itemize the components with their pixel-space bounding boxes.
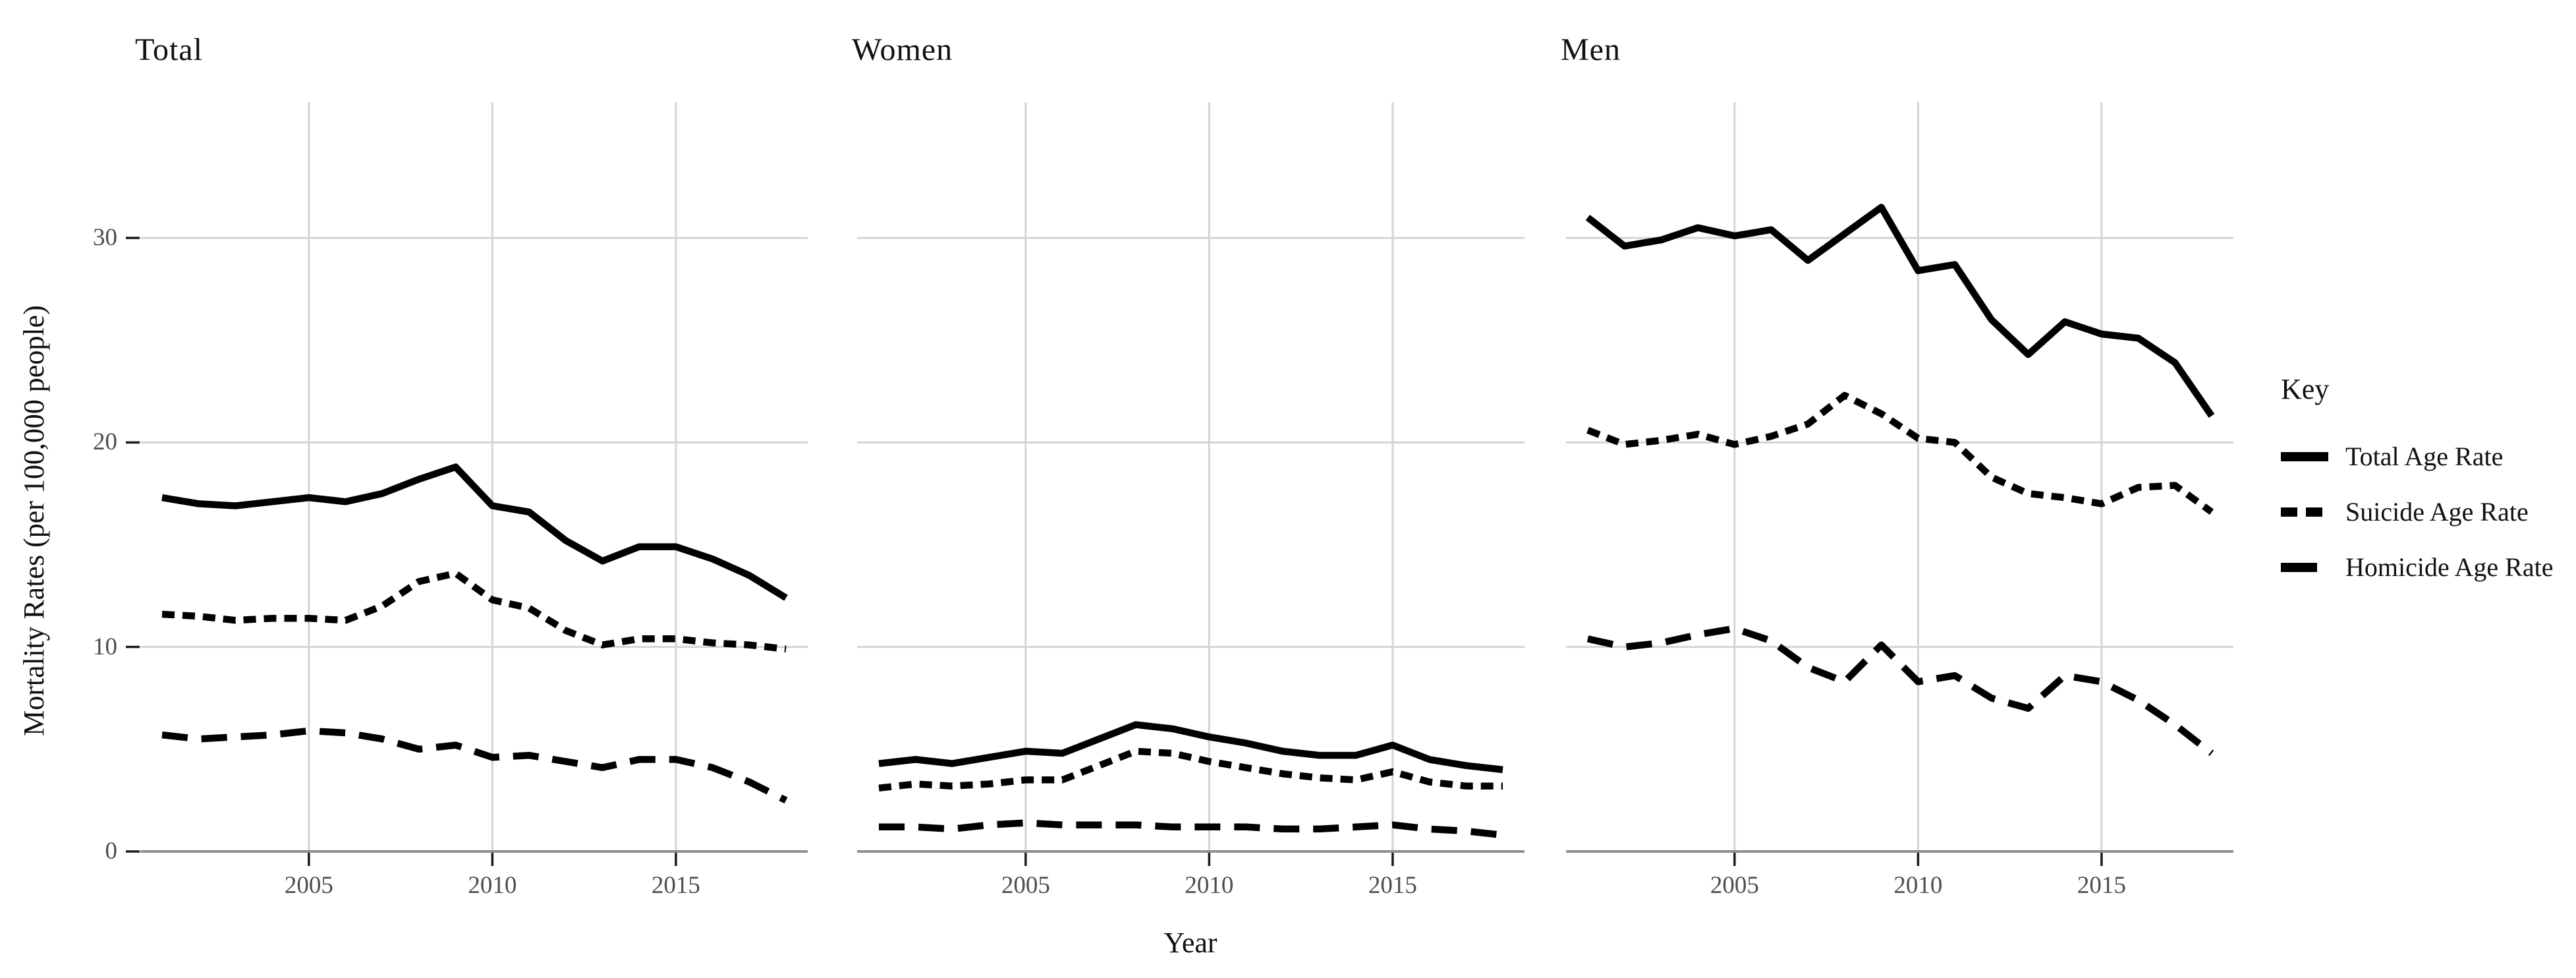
y-tick-label-0: 0 bbox=[105, 838, 118, 865]
x-tick-label-2010-women: 2010 bbox=[1185, 872, 1234, 899]
x-tick-label-2010-total: 2010 bbox=[468, 872, 517, 899]
legend-label-longdash: Homicide Age Rate bbox=[2345, 552, 2554, 582]
x-axis-title: Year bbox=[1163, 927, 1218, 959]
y-tick-label-20: 20 bbox=[93, 428, 117, 456]
women-panel-total-age-rate-line bbox=[878, 721, 1503, 774]
total-panel-homicide-age-rate-line bbox=[161, 727, 788, 804]
women-panel-suicide-age-rate-line bbox=[878, 747, 1503, 792]
women-panel-homicide-age-rate-line bbox=[879, 819, 1503, 839]
x-tick-label-2015-women: 2015 bbox=[1368, 872, 1417, 899]
y-axis-title: Mortality Rates (per 100,000 people) bbox=[18, 305, 50, 736]
panel-title-total: Total bbox=[135, 32, 203, 67]
x-tick-label-2005-women: 2005 bbox=[1001, 872, 1050, 899]
panel-title-men: Men bbox=[1561, 32, 1621, 67]
y-tick-label-10: 10 bbox=[93, 633, 117, 660]
x-tick-label-2015-total: 2015 bbox=[651, 872, 700, 899]
x-tick-label-2005-total: 2005 bbox=[284, 872, 333, 899]
legend-label-dashed: Suicide Age Rate bbox=[2345, 497, 2529, 527]
x-tick-label-2005-men: 2005 bbox=[1710, 872, 1759, 899]
total-panel-total-age-rate-line bbox=[161, 463, 788, 601]
men-panel-suicide-age-rate-line bbox=[1586, 391, 2214, 515]
panel-title-women: Women bbox=[852, 32, 953, 67]
men-panel-total-age-rate-line bbox=[1585, 204, 2215, 418]
legend-label-solid: Total Age Rate bbox=[2345, 442, 2504, 471]
y-tick-label-30: 30 bbox=[93, 224, 117, 251]
total-panel-suicide-age-rate-line bbox=[161, 569, 787, 653]
legend-title: Key bbox=[2281, 373, 2330, 405]
x-tick-label-2010-men: 2010 bbox=[1893, 872, 1943, 899]
x-tick-label-2015-men: 2015 bbox=[2077, 872, 2126, 899]
